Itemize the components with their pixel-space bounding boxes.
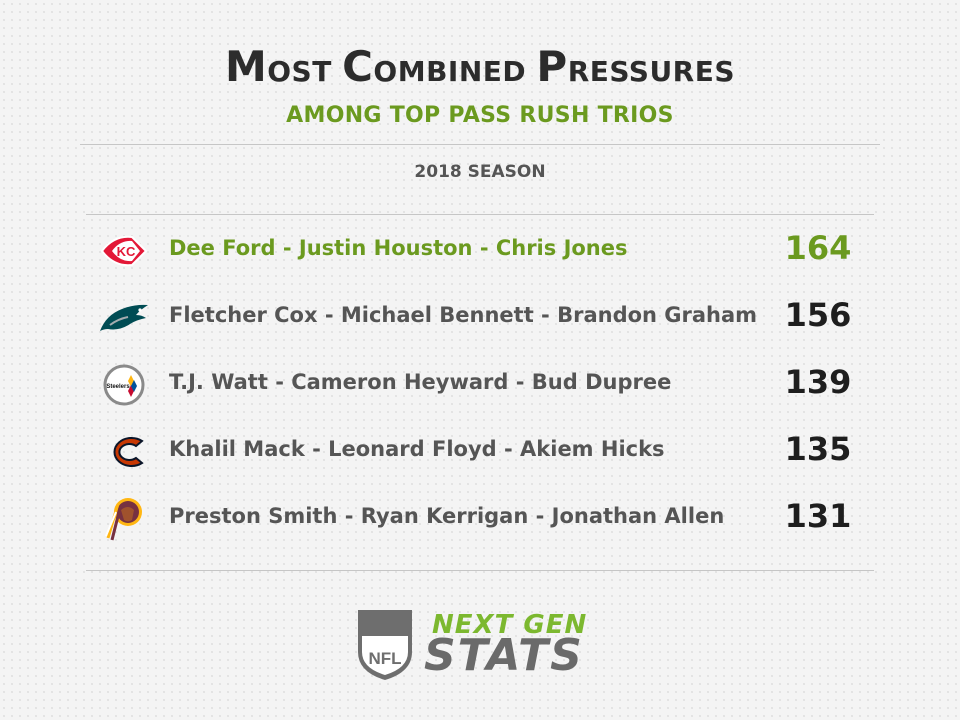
pressures-value: 164 bbox=[784, 229, 852, 267]
nfl-shield-icon: NFL bbox=[358, 610, 412, 680]
trio-names: Dee Ford - Justin Houston - Chris Jones bbox=[169, 236, 628, 260]
pressures-value: 139 bbox=[784, 363, 852, 401]
title-initial-m: M bbox=[224, 42, 268, 91]
title-initial-p: P bbox=[536, 42, 568, 91]
pressures-value: 156 bbox=[784, 296, 852, 334]
title-word-combined: OMBINED bbox=[373, 55, 537, 88]
brand-stats: STATS bbox=[424, 630, 584, 681]
page-subtitle: AMONG TOP PASS RUSH TRIOS bbox=[286, 103, 674, 128]
svg-text:KC: KC bbox=[117, 244, 136, 259]
title-initial-c: C bbox=[342, 42, 374, 91]
chiefs-logo-icon: KC bbox=[96, 226, 152, 276]
trio-names: T.J. Watt - Cameron Heyward - Bud Dupree bbox=[169, 370, 672, 394]
table-row: Fletcher Cox - Michael Bennett - Brandon… bbox=[96, 293, 866, 343]
trio-names: Fletcher Cox - Michael Bennett - Brandon… bbox=[169, 303, 758, 327]
table-row: Khalil Mack - Leonard Floyd - Akiem Hick… bbox=[96, 427, 866, 477]
table-row: Preston Smith - Ryan Kerrigan - Jonathan… bbox=[96, 494, 866, 544]
next-gen-stats-logo: NFL NEXT GEN STATS bbox=[354, 604, 614, 684]
divider-top bbox=[80, 144, 880, 145]
pressures-value: 135 bbox=[784, 430, 852, 468]
table-row: Steelers T.J. Watt - Cameron Heyward - Bu… bbox=[96, 360, 866, 410]
nfl-shield-text: NFL bbox=[368, 649, 401, 668]
page-title: MOST COMBINED PRESSURES bbox=[0, 42, 960, 91]
eagles-logo-icon bbox=[96, 293, 152, 343]
svg-text:Steelers: Steelers bbox=[106, 384, 130, 390]
divider-table-bottom bbox=[86, 570, 874, 571]
title-word-pressures: RESSURES bbox=[567, 55, 736, 88]
divider-table-top bbox=[86, 214, 874, 215]
season-label: 2018 SEASON bbox=[414, 162, 546, 182]
bears-logo-icon bbox=[96, 427, 152, 477]
steelers-logo-icon: Steelers bbox=[96, 360, 152, 410]
trio-names: Khalil Mack - Leonard Floyd - Akiem Hick… bbox=[169, 437, 665, 461]
table-row: KC Dee Ford - Justin Houston - Chris Jone… bbox=[96, 226, 866, 276]
title-word-most: OST bbox=[267, 55, 343, 88]
trio-names: Preston Smith - Ryan Kerrigan - Jonathan… bbox=[169, 504, 725, 528]
pressures-value: 131 bbox=[784, 497, 852, 535]
brand-next-gen: NEXT GEN bbox=[432, 610, 588, 640]
redskins-logo-icon bbox=[96, 494, 152, 544]
